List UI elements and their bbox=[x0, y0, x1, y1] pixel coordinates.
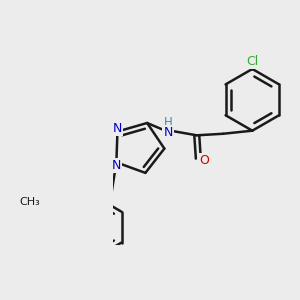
Text: N: N bbox=[164, 126, 173, 139]
Text: N: N bbox=[112, 159, 121, 172]
Text: H: H bbox=[164, 116, 172, 128]
Text: O: O bbox=[199, 154, 209, 166]
Text: N: N bbox=[113, 122, 122, 135]
Text: CH₃: CH₃ bbox=[19, 197, 40, 208]
Text: Cl: Cl bbox=[246, 55, 258, 68]
